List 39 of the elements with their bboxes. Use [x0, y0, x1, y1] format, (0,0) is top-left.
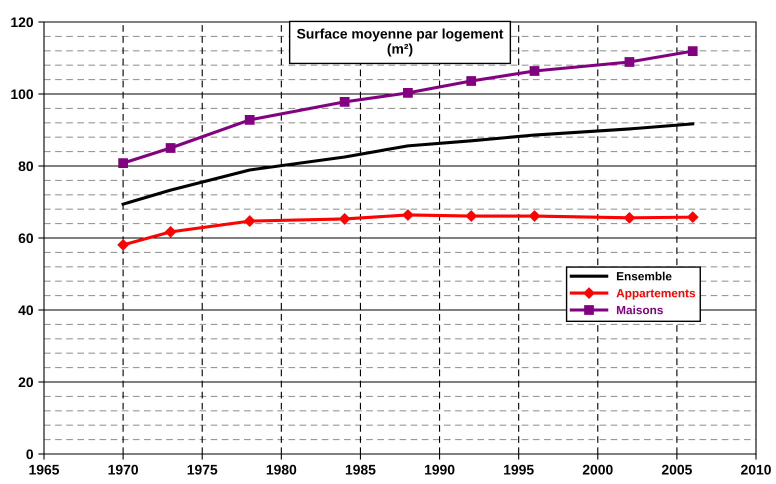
- y-tick-label: 80: [18, 161, 34, 172]
- point: [528, 210, 540, 222]
- point: [244, 115, 255, 125]
- point: [402, 209, 414, 221]
- x-tick-label: 1980: [266, 464, 296, 475]
- point: [118, 158, 128, 168]
- point: [118, 239, 129, 250]
- y-tick-label: 60: [18, 233, 34, 244]
- point: [688, 46, 698, 56]
- point: [244, 215, 256, 227]
- point: [339, 213, 350, 225]
- x-tick-label: 1965: [29, 464, 60, 475]
- legend-label: Appartements: [616, 289, 696, 300]
- legend-label: Ensemble: [616, 272, 672, 280]
- point: [466, 76, 476, 86]
- x-tick-label: 2010: [741, 464, 771, 475]
- point: [624, 212, 636, 224]
- y-tick-label: 100: [11, 89, 34, 100]
- y-tick-label: 20: [18, 377, 34, 388]
- x-tick-label: 1985: [346, 464, 376, 475]
- point: [164, 226, 176, 238]
- y-tick-label: 0: [26, 449, 34, 460]
- x-tick-label: 1990: [424, 464, 454, 475]
- legend-label: Maisons: [616, 306, 663, 314]
- x-tick-label: 1975: [188, 464, 218, 475]
- point: [340, 97, 350, 107]
- point: [403, 88, 413, 98]
- point: [466, 210, 477, 222]
- point: [166, 143, 176, 153]
- point: [624, 57, 634, 67]
- y-tick-label: 120: [11, 17, 34, 28]
- point: [530, 66, 540, 76]
- x-tick-label: 2000: [582, 464, 613, 475]
- x-tick-label: 1970: [108, 464, 138, 475]
- x-tick-label: 2005: [662, 464, 692, 475]
- y-tick-label: 40: [18, 305, 34, 316]
- point: [687, 212, 698, 223]
- x-tick-label: 1995: [504, 464, 534, 475]
- text: Surface moyenne par logement (m²): [296, 28, 504, 56]
